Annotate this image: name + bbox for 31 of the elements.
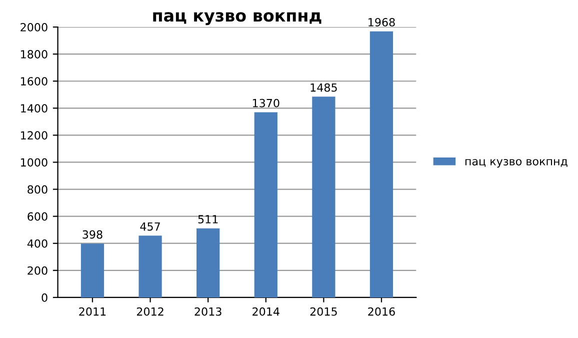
data-label: 1370 (252, 98, 280, 108)
data-label: 1968 (368, 18, 395, 26)
data-label: 1485 (310, 83, 337, 92)
y-tick-label: 1400 (21, 104, 48, 113)
chart-title: пац кузво вокпнд (153, 12, 322, 26)
bar (370, 31, 394, 298)
legend-label: пац кузво вокпнд (465, 159, 568, 168)
data-label: 398 (82, 230, 102, 239)
y-tick-label: 800 (28, 185, 48, 194)
data-label: 511 (198, 215, 218, 224)
x-tick-label: 2012 (136, 307, 164, 316)
x-tick-label: 2011 (79, 307, 106, 316)
x-tick-label: 2013 (194, 307, 222, 316)
bar (138, 236, 162, 298)
bar (80, 244, 104, 298)
y-tick-label: 600 (28, 212, 48, 221)
y-tick-label: 1000 (21, 158, 48, 167)
bar (254, 112, 278, 298)
y-tick-label: 1800 (21, 50, 48, 58)
x-tick-label: 2014 (252, 307, 280, 316)
y-tick-label: 200 (28, 266, 48, 275)
y-tick-label: 1200 (21, 131, 48, 140)
data-label: 457 (140, 222, 160, 231)
y-tick-label: 0 (42, 293, 48, 302)
x-tick-label: 2015 (310, 307, 337, 316)
bar (312, 96, 336, 298)
y-tick-label: 2000 (20, 23, 48, 32)
y-tick-label: 1600 (21, 77, 48, 86)
bar (196, 228, 220, 298)
y-tick-label: 400 (27, 239, 48, 248)
x-tick-label: 2016 (368, 307, 395, 316)
